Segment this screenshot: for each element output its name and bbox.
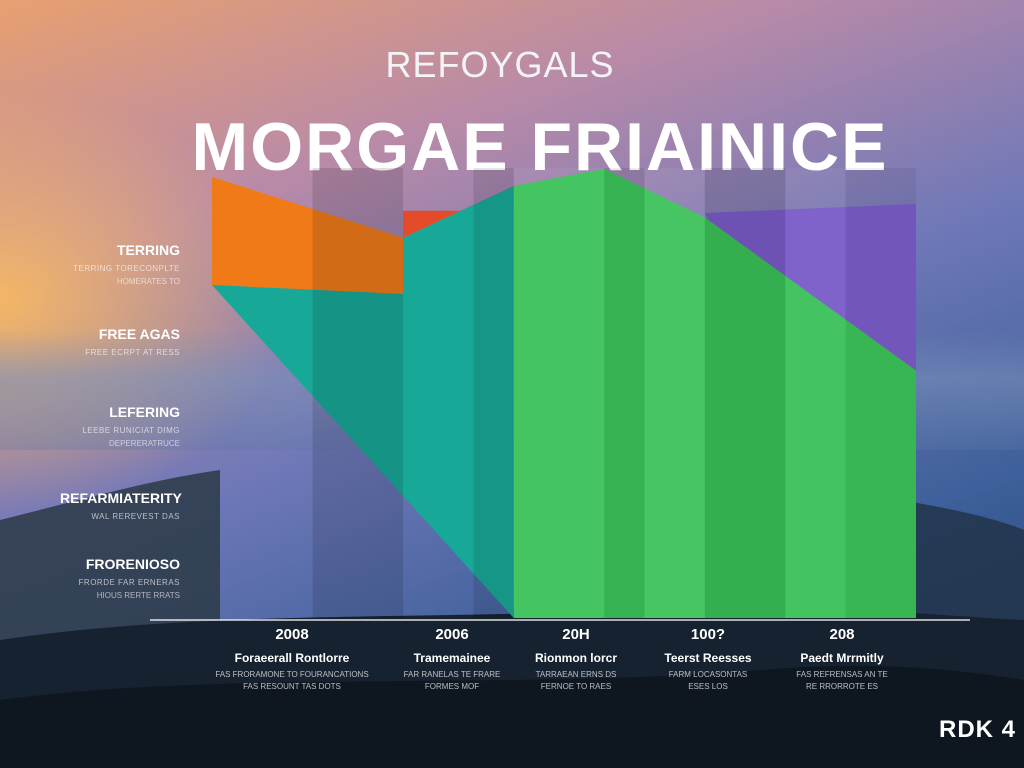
side-label-caption-secondary: HOMERATES TO [116, 277, 180, 286]
brand-logo: RDK 4 [938, 716, 1016, 743]
x-tick-caption: FAR RANELAS TE FRARE [403, 670, 501, 679]
column-shade-8 [785, 168, 846, 618]
column-shade-6 [644, 168, 705, 618]
x-tick-name: Paedt Mrrmitly [800, 651, 884, 665]
side-label-item: FREE AGAS FREE ECRPT AT RESS [60, 326, 180, 357]
x-tick-name: Teerst Reesses [664, 651, 752, 665]
chart-areas [212, 168, 916, 618]
area-series-1 [312, 186, 534, 238]
x-tick-name: Tramemainee [413, 651, 491, 665]
column-shade-5 [604, 168, 645, 618]
x-tick-caption-secondary: FAS RESOUNT TAS DOTS [243, 682, 341, 691]
x-tick-year: 100? [690, 626, 726, 643]
area-series-0 [212, 177, 524, 294]
x-tick-caption-secondary: FERNOE TO RAES [540, 682, 612, 691]
chart-subtitle: REFOYGALS [385, 44, 615, 85]
side-label-title: LEFERING [109, 404, 180, 420]
side-label-title: FREE AGAS [98, 326, 180, 342]
side-label-caption: WAL REREVEST DAS [91, 512, 180, 521]
column-shade-1 [312, 168, 404, 618]
side-label-title: REFARMIATERITY [60, 490, 182, 506]
side-label-caption: LEEBE RUNICIAT DIMG [82, 426, 180, 435]
x-tick-caption: FARM LOCASONTAS [668, 670, 748, 679]
chart-title: MORGAE FRIAINICE [191, 109, 889, 185]
side-label-caption: FRORDE FAR ERNERAS [78, 578, 180, 587]
area-series-4 [513, 168, 916, 618]
x-tick-caption-secondary: ESES LOS [688, 682, 728, 691]
x-tick-name: Foraeerall Rontlorre [234, 651, 350, 665]
x-tick-label: 2008 Foraeerall Rontlorre FAS FRORAMONE TO… [212, 626, 372, 691]
area-series-2 [704, 204, 916, 371]
column-shade-7 [704, 168, 786, 618]
side-label-item: REFARMIATERITY WAL REREVEST DAS [60, 490, 182, 521]
x-tick-year: 20H [562, 626, 590, 643]
x-tick-name: Rionmon lorcr [534, 651, 617, 665]
side-label-caption: FREE ECRPT AT RESS [85, 348, 180, 357]
x-tick-label: 20H Rionmon lorcr TARRAEAN ERNS DS FERNOE T… [496, 626, 656, 691]
x-tick-year: 2008 [275, 626, 309, 643]
side-label-item: FRORENIOSO FRORDE FAR ERNERAS HIOUS RERT… [60, 556, 180, 600]
side-label-title: FRORENIOSO [85, 556, 180, 572]
x-tick-label: 208 Paedt Mrrmitly FAS REFRENSAS AN TE RE R… [762, 626, 922, 691]
side-label-item: TERRING TERRING TORECONPLTE HOMERATES TO [60, 242, 180, 286]
side-label-caption-secondary: HIOUS RERTE RRATS [96, 591, 180, 600]
side-label-title: TERRING [117, 242, 180, 258]
x-tick-caption-secondary: FORMES MOF [424, 682, 480, 691]
side-label-item: LEFERING LEEBE RUNICIAT DIMG DEPERERATRU… [60, 404, 180, 448]
column-shade-4 [513, 168, 605, 618]
x-tick-caption: FAS REFRENSAS AN TE [796, 670, 888, 679]
area-series-3 [212, 186, 514, 618]
side-label-caption-secondary: DEPERERATRUCE [109, 439, 180, 448]
x-tick-caption-secondary: RE RRORROTE ES [805, 682, 878, 691]
column-shade-9 [845, 168, 916, 618]
column-shade-3 [473, 168, 514, 618]
x-tick-label: 2006 Tramemainee FAR RANELAS TE FRARE FORME… [372, 626, 532, 691]
x-tick-caption: TARRAEAN ERNS DS [535, 670, 617, 679]
x-tick-label: 100? Teerst Reesses FARM LOCASONTAS ESES LO… [628, 626, 788, 691]
side-label-caption: TERRING TORECONPLTE [73, 264, 180, 273]
x-tick-caption: FAS FRORAMONE TO FOURANCATIONS [215, 670, 369, 679]
x-tick-year: 2006 [435, 626, 469, 643]
x-tick-year: 208 [829, 626, 855, 643]
